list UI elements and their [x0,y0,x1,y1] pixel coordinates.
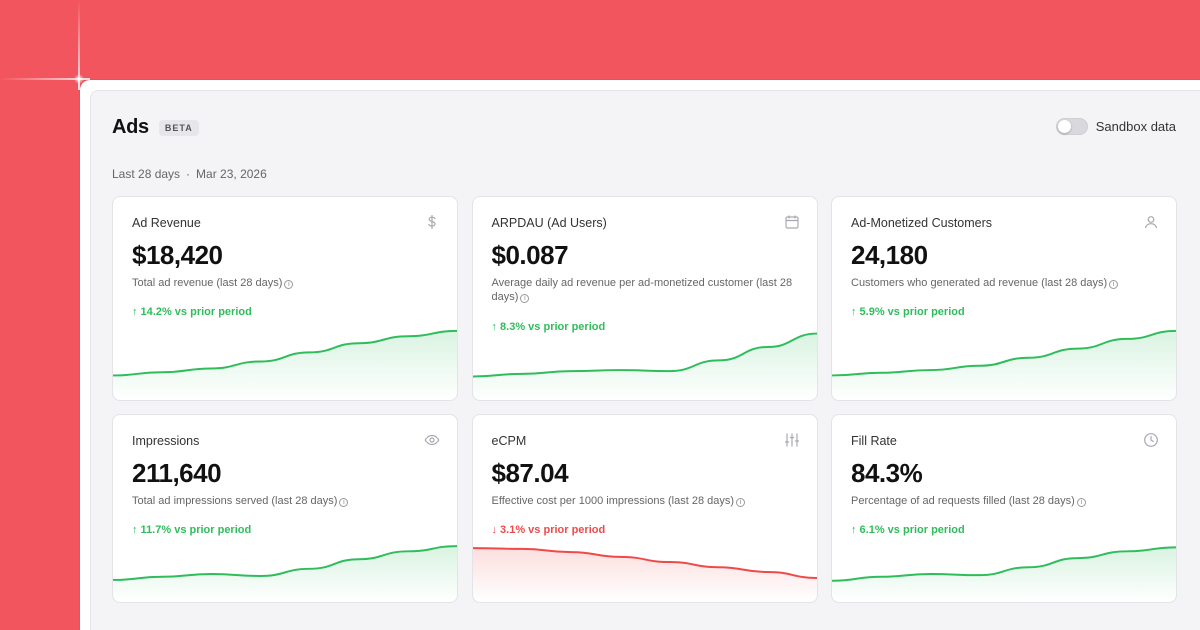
page-header: Ads BETA [112,116,199,139]
sparkline-area [832,330,1176,400]
metric-card-arpdau[interactable]: ARPDAU (Ad Users) $0.087 Average daily a… [471,196,818,401]
metric-value: 211,640 [132,458,222,488]
beta-badge: BETA [158,119,199,136]
info-icon[interactable]: i [339,498,349,507]
sandbox-toggle-group[interactable]: Sandbox data [1055,118,1176,135]
sparkline-chart [472,332,817,400]
metric-description: Total ad revenue (last 28 days) i [132,276,442,290]
metric-description: Percentage of ad requests filled (last 2… [851,494,1161,508]
eye-icon [424,432,440,448]
sparkline-area [472,333,817,400]
metric-card-ad-revenue[interactable]: Ad Revenue $18,420 Total ad revenue (las… [112,196,458,401]
metric-card-ecpm[interactable]: eCPM $87.04 Effective cost per 1000 impr… [471,414,818,603]
sparkline-chart [832,329,1176,400]
sparkline-line [832,329,1176,377]
metric-description: Total ad impressions served (last 28 day… [132,494,442,508]
info-icon[interactable]: i [1109,280,1119,289]
date-range: Last 28 days · Mar 23, 2026 [112,167,267,181]
metric-value: 84.3% [851,458,923,488]
sparkline-line [472,547,817,579]
metric-label: eCPM [491,434,527,448]
page-title: Ads [112,116,149,138]
sparkle-decoration [78,0,80,90]
metric-description-text: Customers who generated ad revenue (last… [851,277,1108,289]
metric-label: ARPDAU (Ad Users) [491,216,607,230]
metric-delta: ↓ 3.1% vs prior period [491,524,606,536]
sparkline-area [113,546,457,602]
metric-description-text: Total ad impressions served (last 28 day… [132,495,338,507]
sandbox-toggle[interactable] [1055,118,1088,135]
metric-card-ad-monetized-customers[interactable]: Ad-Monetized Customers 24,180 Customers … [831,196,1177,401]
metric-description-text: Average daily ad revenue per ad-monetize… [491,277,793,303]
metric-description: Effective cost per 1000 impressions (las… [492,494,802,508]
sparkline-area [113,330,457,400]
sparkline-area [832,547,1176,602]
sparkline-chart [113,545,457,602]
metric-description-text: Total ad revenue (last 28 days) [132,277,283,289]
metric-card-fill-rate[interactable]: Fill Rate 84.3% Percentage of ad request… [831,414,1177,603]
metric-label: Ad Revenue [132,216,201,230]
sparkline-chart [113,329,457,400]
metric-delta: ↑ 14.2% vs prior period [132,306,252,318]
sandbox-label: Sandbox data [1095,119,1176,134]
info-icon[interactable]: i [736,498,746,507]
date-label: Mar 23, 2026 [196,167,267,181]
sparkline-line [472,332,817,378]
metric-card-impressions[interactable]: Impressions 211,640 Total ad impressions… [112,414,458,603]
clock-icon [1143,432,1159,448]
info-icon[interactable]: i [520,294,530,303]
period-label: Last 28 days [112,167,181,181]
sparkline-line [113,329,457,377]
sparkline-line [113,545,457,581]
metric-value: 24,180 [851,240,928,270]
metric-value: $87.04 [491,458,569,488]
sparkline-chart [832,546,1176,602]
metrics-grid: Ad Revenue $18,420 Total ad revenue (las… [112,196,1177,603]
metric-description-text: Effective cost per 1000 impressions (las… [491,495,735,507]
metric-description-text: Percentage of ad requests filled (last 2… [851,495,1075,507]
metric-delta: ↑ 5.9% vs prior period [851,306,965,318]
separator: · [186,167,191,181]
sparkle-decoration [74,74,84,84]
sparkle-decoration [0,78,90,80]
metric-value: $18,420 [132,240,223,270]
dollar-icon [424,214,440,230]
metric-label: Fill Rate [851,434,897,448]
info-icon[interactable]: i [284,280,294,289]
sparkline-area [472,548,817,602]
calendar-icon [784,214,800,230]
sparkline-chart [472,547,817,602]
metric-delta: ↑ 8.3% vs prior period [491,321,606,333]
metric-delta: ↑ 11.7% vs prior period [132,524,252,536]
metric-value: $0.087 [491,240,569,270]
sliders-icon [784,432,800,448]
metric-description: Customers who generated ad revenue (last… [851,276,1161,290]
metric-label: Ad-Monetized Customers [851,216,993,230]
user-icon [1143,214,1159,230]
sparkline-line [832,546,1176,582]
info-icon[interactable]: i [1076,498,1086,507]
metric-description: Average daily ad revenue per ad-monetize… [492,276,802,304]
metric-label: Impressions [132,434,200,448]
metric-delta: ↑ 6.1% vs prior period [851,524,965,536]
